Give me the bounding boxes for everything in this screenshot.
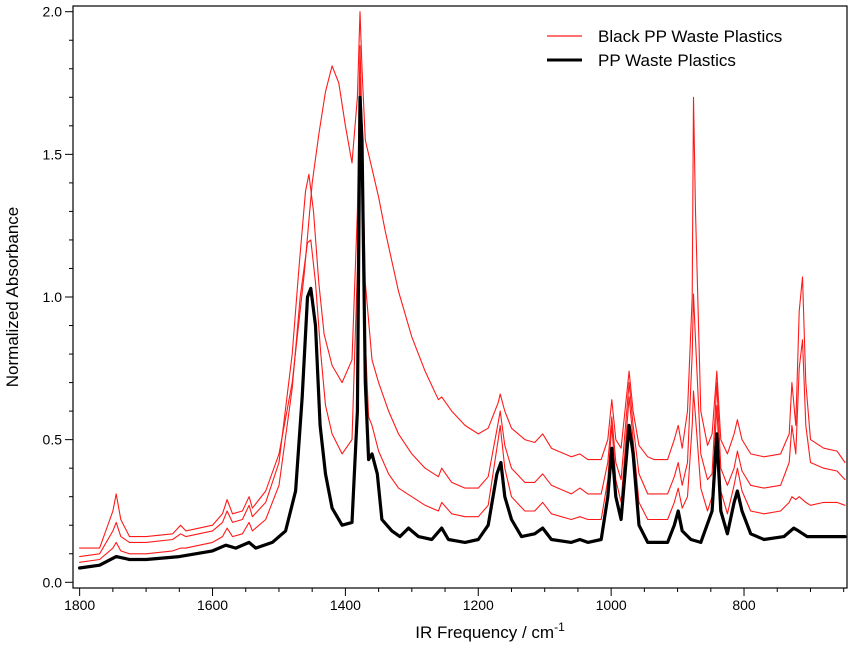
x-tick-label: 800 xyxy=(732,597,756,613)
x-tick-label: 1400 xyxy=(330,597,361,613)
series-line-0 xyxy=(78,95,847,570)
y-tick-label: 0.5 xyxy=(43,432,63,448)
series-line-1 xyxy=(79,11,846,549)
x-axis-ticks: 1800 1600 1400 1200 1000 800 xyxy=(64,588,845,613)
series-layer xyxy=(78,11,847,570)
x-tick-label: 1200 xyxy=(463,597,494,613)
legend-label-1: PP Waste Plastics xyxy=(598,51,736,70)
series-line-2 xyxy=(79,45,846,558)
legend-label-0: Black PP Waste Plastics xyxy=(598,27,782,46)
x-tick-label: 1600 xyxy=(197,597,228,613)
series-line-3 xyxy=(79,76,846,563)
x-tick-label: 1800 xyxy=(64,597,95,613)
x-axis-label: IR Frequency / cm-1 xyxy=(415,620,565,642)
y-axis-label: Normalized Absorbance xyxy=(3,207,22,387)
legend: Black PP Waste Plastics PP Waste Plastics xyxy=(547,27,782,70)
y-tick-label: 1.0 xyxy=(43,289,63,305)
y-tick-label: 2.0 xyxy=(43,4,63,20)
y-axis-ticks: 0.0 0.5 1.0 1.5 2.0 xyxy=(43,4,73,590)
x-tick-label: 1000 xyxy=(596,597,627,613)
y-tick-label: 1.5 xyxy=(43,146,63,162)
y-tick-label: 0.0 xyxy=(43,574,63,590)
